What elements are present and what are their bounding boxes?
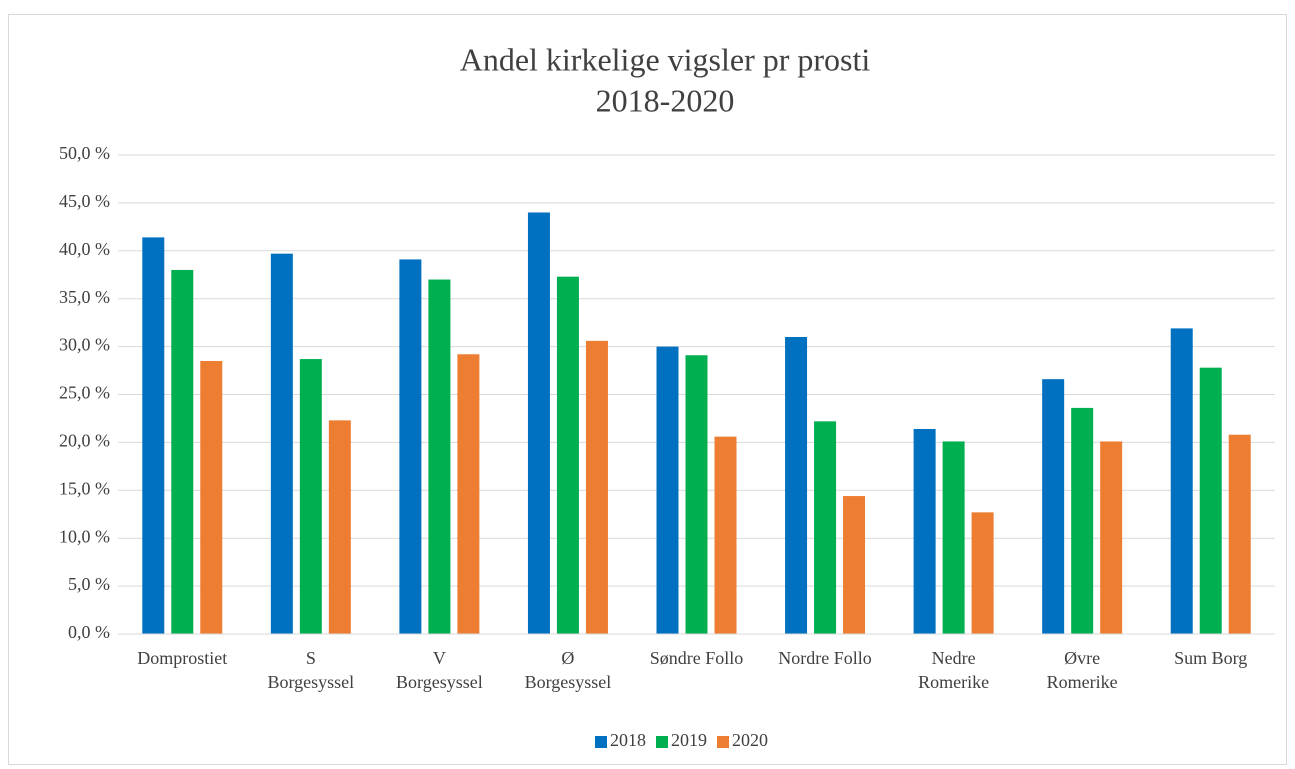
bar <box>585 340 608 634</box>
y-tick-label: 20,0 % <box>59 431 110 451</box>
bar <box>714 436 737 634</box>
bar <box>913 428 936 634</box>
bar <box>457 354 480 634</box>
bar <box>270 253 293 634</box>
bar <box>1100 441 1123 634</box>
chart-title: Andel kirkelige vigsler pr prosti <box>460 41 871 77</box>
y-tick-label: 40,0 % <box>59 239 110 259</box>
legend-label: 2019 <box>671 730 707 750</box>
bar <box>656 346 679 634</box>
bar <box>171 269 194 634</box>
bar <box>942 441 965 634</box>
bar <box>428 279 451 634</box>
y-tick-label: 0,0 % <box>68 622 110 642</box>
y-tick-label: 35,0 % <box>59 287 110 307</box>
bar <box>1199 367 1222 634</box>
x-tick-label: Nordre Follo <box>778 648 872 668</box>
bar <box>527 212 550 635</box>
bar <box>399 259 422 634</box>
x-tick-label: Sum Borg <box>1174 648 1248 668</box>
bar <box>556 276 579 634</box>
bar <box>971 512 994 634</box>
bar <box>200 360 223 634</box>
y-tick-label: 15,0 % <box>59 478 110 498</box>
x-tick-label: S Borgesyssel <box>267 648 355 692</box>
legend-swatch <box>595 736 607 748</box>
bar <box>328 420 351 634</box>
bar <box>1071 407 1094 634</box>
x-tick-label: Ø Borgesyssel <box>524 648 612 692</box>
x-tick-label: Domprostiet <box>137 648 228 668</box>
bar <box>299 359 322 634</box>
bar <box>1170 328 1193 634</box>
bar <box>843 496 866 634</box>
y-tick-label: 5,0 % <box>68 574 110 594</box>
bar <box>814 421 837 634</box>
bar <box>685 355 708 634</box>
chart-subtitle: 2018-2020 <box>596 82 735 118</box>
x-tick-label: V Borgesyssel <box>396 648 483 692</box>
y-tick-label: 25,0 % <box>59 383 110 403</box>
x-tick-label: Nedre Romerike <box>918 648 990 692</box>
y-tick-label: 50,0 % <box>59 143 110 163</box>
y-tick-label: 10,0 % <box>59 526 110 546</box>
y-tick-label: 30,0 % <box>59 335 110 355</box>
x-tick-label: Øvre Romerike <box>1046 648 1118 692</box>
y-tick-label: 45,0 % <box>59 191 110 211</box>
bar <box>785 337 808 634</box>
legend-label: 2020 <box>732 730 768 750</box>
legend-swatch <box>656 736 668 748</box>
legend-label: 2018 <box>610 730 646 750</box>
bar <box>142 237 165 634</box>
legend-swatch <box>717 736 729 748</box>
bar <box>1042 379 1065 634</box>
bar <box>1228 434 1251 634</box>
x-tick-label: Søndre Follo <box>649 648 744 668</box>
